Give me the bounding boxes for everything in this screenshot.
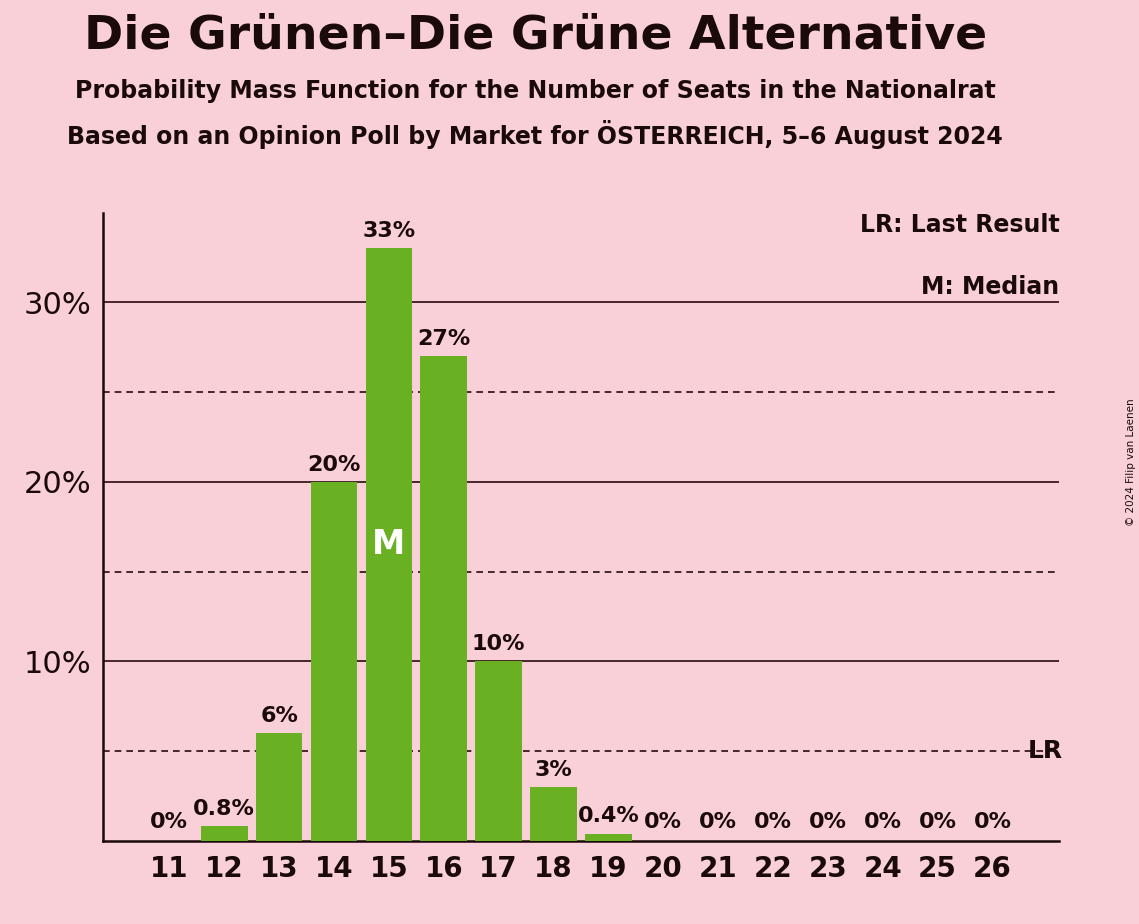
Bar bbox=[311, 481, 358, 841]
Bar bbox=[200, 826, 247, 841]
Text: 0.4%: 0.4% bbox=[577, 807, 639, 826]
Text: 20%: 20% bbox=[308, 455, 361, 475]
Text: 0%: 0% bbox=[645, 812, 682, 832]
Text: 0%: 0% bbox=[809, 812, 846, 832]
Text: © 2024 Filip van Laenen: © 2024 Filip van Laenen bbox=[1126, 398, 1136, 526]
Bar bbox=[530, 787, 576, 841]
Text: 0%: 0% bbox=[974, 812, 1011, 832]
Bar bbox=[420, 356, 467, 841]
Text: 0.8%: 0.8% bbox=[194, 799, 255, 820]
Text: 10%: 10% bbox=[472, 634, 525, 654]
Text: 0%: 0% bbox=[863, 812, 902, 832]
Text: Probability Mass Function for the Number of Seats in the Nationalrat: Probability Mass Function for the Number… bbox=[75, 79, 995, 103]
Text: 0%: 0% bbox=[918, 812, 957, 832]
Text: 3%: 3% bbox=[534, 760, 572, 780]
Bar bbox=[366, 249, 412, 841]
Text: LR: Last Result: LR: Last Result bbox=[860, 213, 1059, 237]
Text: M: M bbox=[372, 529, 405, 561]
Text: 33%: 33% bbox=[362, 221, 416, 241]
Text: 0%: 0% bbox=[699, 812, 737, 832]
Bar bbox=[256, 733, 302, 841]
Bar bbox=[585, 833, 632, 841]
Bar bbox=[475, 662, 522, 841]
Text: M: Median: M: Median bbox=[921, 275, 1059, 299]
Text: 27%: 27% bbox=[417, 329, 470, 349]
Text: LR: LR bbox=[1029, 739, 1063, 763]
Text: Based on an Opinion Poll by Market for ÖSTERREICH, 5–6 August 2024: Based on an Opinion Poll by Market for Ö… bbox=[67, 120, 1003, 149]
Text: 0%: 0% bbox=[150, 812, 188, 832]
Text: 6%: 6% bbox=[260, 706, 298, 726]
Text: 0%: 0% bbox=[754, 812, 792, 832]
Text: Die Grünen–Die Grüne Alternative: Die Grünen–Die Grüne Alternative bbox=[84, 14, 986, 59]
